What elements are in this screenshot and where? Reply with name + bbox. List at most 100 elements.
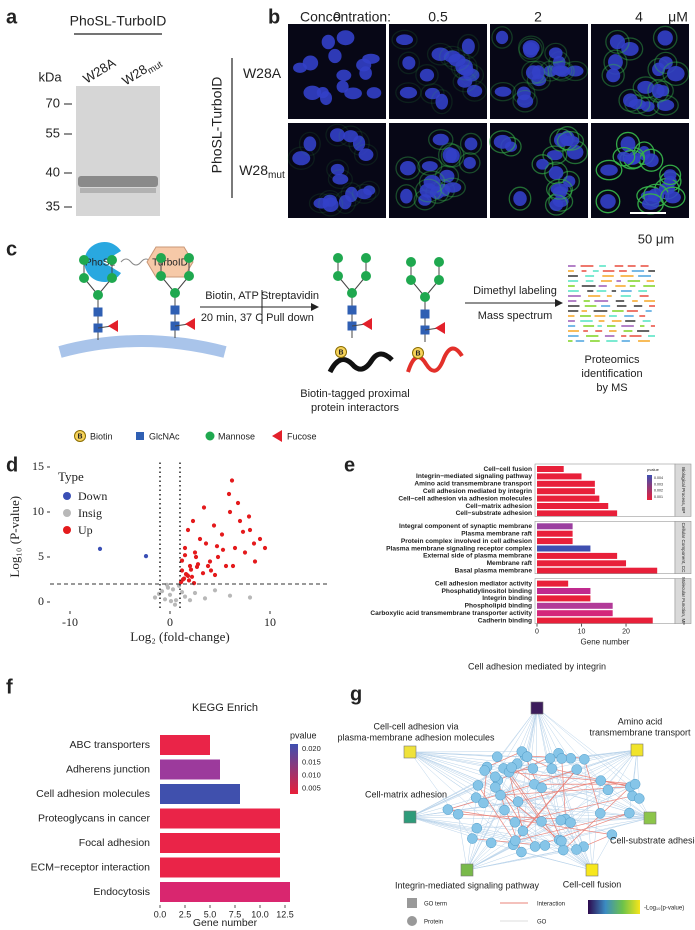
- membrane-signal: [439, 177, 466, 198]
- x-tick-label: 20: [622, 628, 630, 635]
- legend-label: Down: [78, 489, 107, 503]
- membrane-signal: [558, 170, 580, 192]
- nucleus: [343, 130, 359, 143]
- legend-go-swatch: [407, 898, 417, 908]
- protein-node: [571, 764, 582, 775]
- facet-label: Cellular Component, CC: [681, 523, 686, 573]
- fucose: [435, 322, 445, 334]
- bar: [537, 567, 658, 574]
- membrane-signal: [545, 178, 574, 200]
- point: [192, 550, 198, 555]
- gel-unit: kDa: [38, 69, 62, 84]
- point: [252, 559, 258, 564]
- mannose: [361, 253, 371, 263]
- nucleus: [358, 148, 374, 161]
- point: [159, 589, 165, 594]
- step-label: Biotin, ATP: [205, 290, 259, 302]
- go-edge: [409, 751, 542, 788]
- protein-node: [516, 846, 527, 858]
- nucleus: [606, 68, 621, 83]
- legend-label: Mannose: [218, 431, 255, 441]
- point: [173, 598, 179, 603]
- nucleus: [435, 93, 449, 110]
- nucleus: [439, 169, 455, 183]
- protein-node: [509, 817, 521, 828]
- colorbar-label: 0.003: [654, 482, 663, 486]
- step-label: Streptavidin: [261, 290, 319, 302]
- membrane-signal: [547, 60, 573, 81]
- nucleus: [637, 80, 655, 94]
- category-label: Proteoglycans in cancer: [38, 812, 151, 824]
- go-node: [643, 811, 657, 825]
- nucleus: [666, 66, 685, 82]
- go-edge: [541, 821, 593, 871]
- protein-node: [472, 780, 484, 791]
- protein-node: [556, 835, 567, 847]
- membrane-signal: [517, 35, 545, 60]
- mannose: [434, 257, 444, 267]
- nucleus: [566, 144, 584, 160]
- point: [164, 582, 170, 588]
- gel-title: PhoSL-TurboID: [70, 13, 167, 29]
- go-edge: [447, 809, 651, 819]
- membrane-signal: [298, 131, 321, 156]
- nucleus: [522, 40, 540, 56]
- membrane-signal: [457, 33, 480, 59]
- protein-node: [571, 844, 582, 855]
- membrane-signal: [662, 61, 690, 87]
- membrane-signal: [428, 129, 454, 151]
- nucleus: [419, 183, 438, 198]
- go-edge: [483, 749, 638, 804]
- colorbar-label: 0.015: [302, 757, 321, 766]
- membrane-signal: [317, 192, 344, 217]
- bar: [537, 473, 582, 480]
- panel-label: b: [268, 6, 280, 28]
- nucleus: [651, 83, 665, 99]
- protein-node: [565, 817, 576, 828]
- legend-title: pvalue: [290, 730, 317, 740]
- legend-label: Interaction: [537, 902, 565, 908]
- go-label: Cell-substrate adhesion: [610, 835, 695, 845]
- go-edge: [409, 813, 459, 818]
- protein-node: [442, 804, 454, 815]
- x-tick-label: 0.0: [154, 909, 167, 919]
- point: [188, 567, 194, 572]
- colorbar-label: 0.004: [654, 476, 663, 480]
- lane-label-sub: mut: [146, 59, 165, 76]
- nucleus: [458, 64, 474, 77]
- point: [227, 509, 233, 515]
- point: [181, 576, 187, 581]
- point: [162, 597, 168, 602]
- enzyme-label: TurboID: [152, 258, 188, 269]
- colorbar-label: 0.002: [654, 489, 663, 493]
- go-edge: [466, 783, 636, 871]
- go-node: [585, 863, 599, 877]
- x-tick-label: 10.0: [251, 909, 269, 919]
- x-tick-label: 10: [264, 615, 276, 629]
- legend-label: -Log₁₀(p-value): [644, 906, 684, 912]
- concentration-value: 0: [333, 9, 341, 25]
- row-label-sub: mut: [268, 170, 285, 181]
- biotin: [74, 430, 86, 442]
- nucleus: [663, 169, 677, 181]
- membrane-signal: [459, 132, 483, 155]
- fucose: [185, 318, 195, 330]
- go-label: Amino acid: [618, 716, 663, 726]
- point: [152, 595, 158, 600]
- nucleus: [641, 197, 660, 210]
- bar: [537, 610, 613, 617]
- go-node: [530, 701, 544, 715]
- membrane-signal: [601, 63, 625, 87]
- glcnac: [93, 307, 103, 317]
- membrane-signal: [397, 51, 421, 75]
- nucleus: [548, 166, 564, 180]
- facet-label: Molecular Function, MF: [681, 577, 686, 625]
- go-edge: [536, 707, 631, 787]
- go-edge: [636, 749, 640, 799]
- nucleus: [549, 198, 564, 212]
- legend-title: pvalue: [647, 467, 660, 472]
- point: [168, 599, 174, 604]
- go-node: [403, 810, 417, 824]
- protein-node: [517, 825, 529, 837]
- go-edge: [524, 707, 538, 756]
